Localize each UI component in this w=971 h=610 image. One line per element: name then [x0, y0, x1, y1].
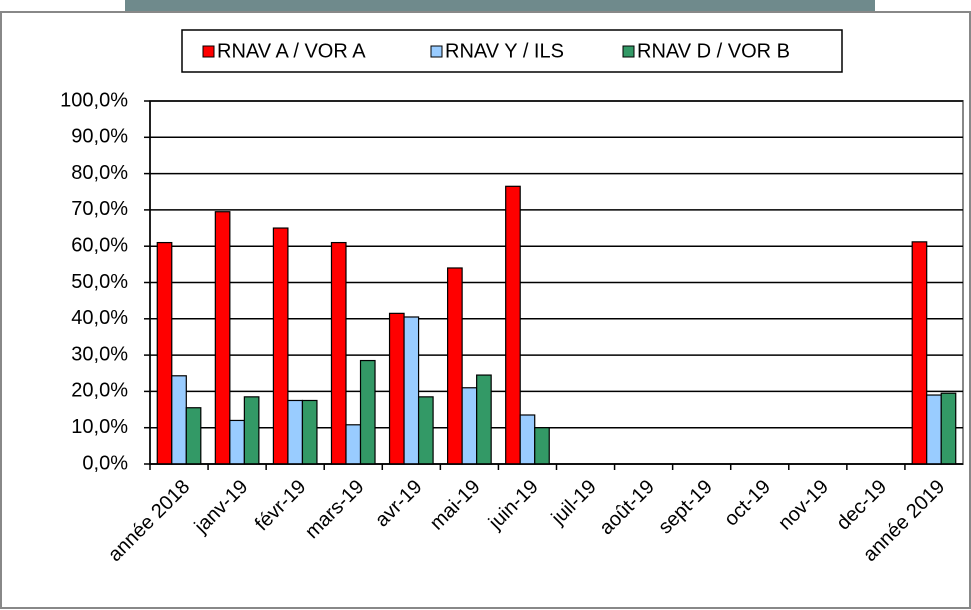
bar	[461, 387, 478, 465]
bar	[519, 414, 536, 465]
bar	[287, 399, 304, 465]
bar	[345, 424, 362, 465]
bar	[926, 394, 942, 465]
legend-label: RNAV D / VOR B	[637, 40, 790, 62]
y-tick-label: 60,0%	[71, 234, 128, 256]
y-tick-label: 0,0%	[82, 452, 128, 474]
bar	[534, 427, 550, 465]
bar	[272, 227, 289, 465]
bar	[447, 267, 463, 465]
bar	[940, 392, 957, 465]
bar	[171, 375, 187, 465]
bar	[911, 241, 928, 465]
y-tick-label: 50,0%	[71, 271, 128, 293]
bar	[359, 359, 376, 465]
bar	[403, 316, 420, 465]
bar	[156, 241, 173, 465]
bar	[301, 399, 318, 465]
y-tick-label: 70,0%	[71, 198, 128, 220]
y-tick-label: 30,0%	[71, 343, 128, 365]
legend-label: RNAV Y / ILS	[445, 40, 564, 62]
legend-swatch	[202, 45, 215, 58]
bar	[229, 419, 245, 465]
y-tick-label: 80,0%	[71, 162, 128, 184]
y-tick-label: 40,0%	[71, 307, 128, 329]
legend: RNAV A / VOR A RNAV Y / ILS RNAV D / VOR B	[202, 40, 790, 62]
legend-label: RNAV A / VOR A	[217, 40, 366, 62]
bar	[243, 396, 260, 465]
y-tick-label: 20,0%	[71, 380, 128, 402]
legend-box	[181, 29, 843, 73]
bar	[388, 312, 405, 465]
bar	[417, 396, 434, 465]
map-strip	[125, 0, 875, 12]
y-tick-label: 90,0%	[71, 126, 128, 148]
bar	[330, 241, 347, 465]
legend-swatch	[622, 45, 635, 58]
bar	[505, 185, 521, 465]
bar	[185, 407, 202, 465]
legend-swatch	[430, 45, 443, 58]
y-tick-label: 10,0%	[71, 416, 128, 438]
bar	[476, 374, 492, 465]
bar	[214, 211, 231, 465]
y-tick-label: 100,0%	[60, 89, 128, 111]
